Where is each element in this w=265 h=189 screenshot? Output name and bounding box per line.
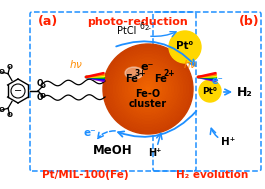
Text: Pt⁰: Pt⁰ bbox=[176, 41, 193, 51]
Circle shape bbox=[124, 65, 172, 113]
Text: O: O bbox=[0, 107, 4, 113]
Circle shape bbox=[130, 71, 166, 107]
Text: 6: 6 bbox=[140, 22, 145, 31]
Text: 2+: 2+ bbox=[163, 70, 175, 78]
Text: Pt⁰: Pt⁰ bbox=[202, 87, 218, 95]
Text: $h\nu$: $h\nu$ bbox=[69, 58, 83, 70]
Text: O: O bbox=[37, 94, 43, 102]
Circle shape bbox=[112, 53, 184, 125]
Circle shape bbox=[118, 59, 178, 119]
Text: Fe: Fe bbox=[126, 74, 138, 84]
Text: Pt/MIL-100(Fe): Pt/MIL-100(Fe) bbox=[42, 170, 128, 180]
Circle shape bbox=[113, 54, 183, 123]
Text: e⁻: e⁻ bbox=[212, 76, 224, 86]
Text: −: − bbox=[14, 86, 22, 96]
Text: e⁻: e⁻ bbox=[140, 62, 154, 72]
Text: O: O bbox=[40, 83, 46, 89]
Text: O: O bbox=[7, 64, 13, 70]
Circle shape bbox=[120, 60, 176, 118]
Text: H⁺: H⁺ bbox=[221, 137, 235, 147]
Circle shape bbox=[169, 31, 201, 63]
Circle shape bbox=[104, 46, 192, 132]
Circle shape bbox=[133, 74, 163, 104]
Text: O: O bbox=[37, 80, 43, 88]
Circle shape bbox=[109, 50, 187, 128]
Text: H₂: H₂ bbox=[237, 85, 253, 98]
Text: MeOH: MeOH bbox=[93, 145, 133, 157]
Text: O: O bbox=[40, 93, 46, 99]
Text: (a): (a) bbox=[38, 15, 58, 29]
Circle shape bbox=[136, 77, 160, 101]
Circle shape bbox=[126, 67, 170, 112]
Circle shape bbox=[111, 51, 186, 126]
Text: O: O bbox=[7, 112, 13, 118]
Circle shape bbox=[106, 47, 190, 131]
Circle shape bbox=[121, 62, 175, 116]
Ellipse shape bbox=[125, 67, 143, 79]
Text: Fe-O: Fe-O bbox=[135, 89, 161, 99]
Circle shape bbox=[145, 86, 151, 92]
Text: e⁻: e⁻ bbox=[84, 128, 96, 138]
Circle shape bbox=[108, 49, 188, 129]
Circle shape bbox=[131, 73, 165, 105]
Text: O: O bbox=[0, 69, 4, 75]
Circle shape bbox=[129, 70, 167, 108]
Text: photo-reduction: photo-reduction bbox=[88, 17, 188, 27]
Circle shape bbox=[147, 88, 149, 91]
Text: H⁺: H⁺ bbox=[148, 148, 162, 158]
Circle shape bbox=[139, 80, 157, 98]
Circle shape bbox=[140, 81, 156, 97]
Circle shape bbox=[138, 78, 158, 99]
Text: 2-: 2- bbox=[145, 25, 152, 31]
Text: 3+: 3+ bbox=[134, 70, 146, 78]
Circle shape bbox=[103, 44, 193, 134]
Text: (b): (b) bbox=[239, 15, 259, 29]
Circle shape bbox=[135, 75, 161, 102]
Text: $h\nu$: $h\nu$ bbox=[183, 58, 197, 70]
Circle shape bbox=[122, 64, 174, 115]
Circle shape bbox=[144, 84, 152, 94]
Circle shape bbox=[117, 57, 179, 121]
Text: Fe: Fe bbox=[154, 74, 167, 84]
Text: H₂ evolution: H₂ evolution bbox=[176, 170, 248, 180]
Circle shape bbox=[142, 83, 154, 95]
Text: PtCl: PtCl bbox=[117, 26, 136, 36]
Circle shape bbox=[127, 68, 169, 110]
Circle shape bbox=[115, 56, 181, 122]
Text: cluster: cluster bbox=[129, 99, 167, 109]
Circle shape bbox=[199, 80, 221, 102]
